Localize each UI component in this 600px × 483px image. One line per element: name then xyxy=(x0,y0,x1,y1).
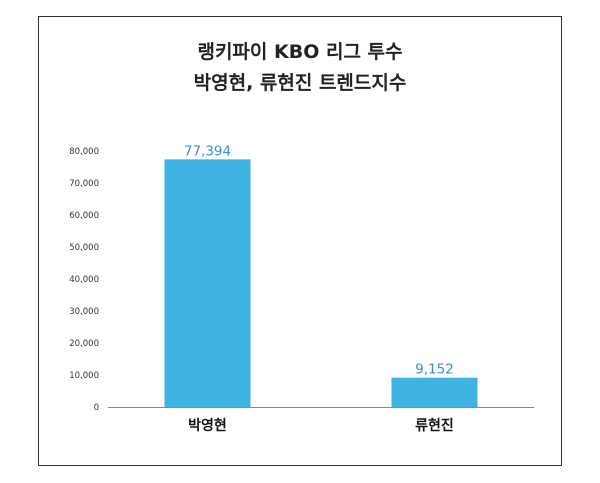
y-axis: 0 10,000 20,000 30,000 40,000 50,000 60,000 70,… xyxy=(69,147,99,413)
category-label: 류현진 xyxy=(415,417,454,434)
x-axis: 박영현 류현진 xyxy=(108,407,534,434)
bar xyxy=(391,377,478,407)
data-label: 77,394 xyxy=(184,143,231,159)
chart-title-line-2: 박영현, 류현진 트렌드지수 xyxy=(193,72,407,94)
data-labels: 77,394 9,152 xyxy=(184,143,454,377)
category-label: 박영현 xyxy=(188,417,227,434)
y-tick-label: 50,000 xyxy=(69,243,99,253)
y-tick-label: 30,000 xyxy=(69,307,99,317)
y-tick-label: 40,000 xyxy=(69,275,99,285)
y-tick-label: 0 xyxy=(94,403,99,413)
bar xyxy=(164,159,251,407)
y-tick-label: 20,000 xyxy=(69,339,99,349)
y-tick-label: 70,000 xyxy=(69,179,99,189)
data-label: 9,152 xyxy=(415,362,454,378)
y-tick-label: 10,000 xyxy=(69,371,99,381)
bars xyxy=(164,159,478,407)
y-tick-label: 60,000 xyxy=(69,211,99,221)
y-tick-label: 80,000 xyxy=(69,147,99,157)
chart-title-line-1: 랭키파이 KBO 리그 투수 xyxy=(197,41,403,63)
